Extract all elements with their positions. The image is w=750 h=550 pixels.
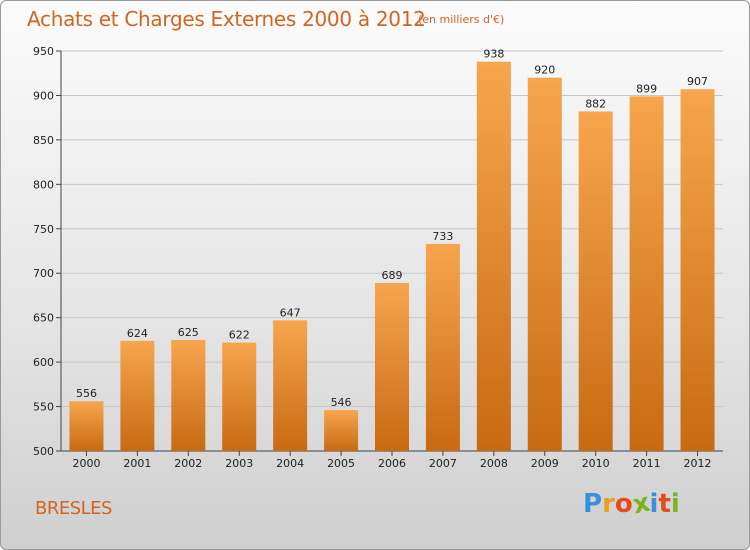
bar — [578, 111, 613, 451]
bar — [324, 410, 359, 451]
bar-value-label: 689 — [382, 269, 403, 282]
x-tick-label: 2002 — [174, 457, 202, 470]
bar-value-label: 899 — [636, 82, 657, 95]
logo-letter: t — [658, 489, 671, 519]
bar — [375, 283, 409, 451]
logo-letter: o — [614, 489, 633, 519]
y-tick-label: 550 — [33, 401, 54, 414]
y-tick-label: 650 — [33, 312, 54, 325]
x-tick-label: 2004 — [276, 457, 304, 470]
bar-value-label: 907 — [687, 75, 708, 88]
x-tick-label: 2001 — [123, 457, 151, 470]
logo-letter: P — [583, 489, 603, 519]
bar — [120, 340, 155, 451]
y-tick-label: 800 — [33, 178, 54, 191]
y-tick-label: 950 — [33, 45, 54, 58]
x-tick-label: 2005 — [327, 457, 355, 470]
logo-letter: i — [670, 489, 680, 519]
bar-value-label: 920 — [534, 64, 555, 77]
bar — [171, 339, 206, 451]
bar — [527, 77, 562, 452]
bar — [425, 243, 460, 451]
bar-value-label: 733 — [432, 230, 453, 243]
bar — [273, 320, 308, 451]
proxiti-logo: Proxiti — [583, 488, 680, 521]
chart-title: Achats et Charges Externes 2000 à 2012 — [27, 7, 426, 31]
chart-unit-note: (en milliers d'€) — [418, 13, 505, 26]
y-tick-label: 500 — [33, 445, 54, 458]
bar-value-label: 556 — [76, 387, 97, 400]
bar-value-label: 938 — [483, 48, 504, 61]
x-tick-label: 2000 — [72, 457, 100, 470]
y-tick-label: 700 — [33, 267, 54, 280]
y-tick-label: 900 — [33, 89, 54, 102]
x-tick-label: 2009 — [531, 457, 559, 470]
bar-value-label: 625 — [178, 326, 199, 339]
bar-value-label: 546 — [331, 396, 352, 409]
y-tick-label: 750 — [33, 223, 54, 236]
logo-letter: r — [602, 489, 615, 519]
logo-letter: i — [649, 489, 659, 519]
bar — [222, 342, 257, 451]
x-tick-label: 2008 — [480, 457, 508, 470]
bar — [629, 96, 664, 451]
bar-value-label: 882 — [585, 97, 606, 110]
bar — [680, 89, 715, 451]
y-tick-label: 850 — [33, 134, 54, 147]
bar — [69, 401, 104, 451]
place-name: BRESLES — [35, 498, 112, 519]
x-tick-label: 2006 — [378, 457, 406, 470]
x-tick-label: 2003 — [225, 457, 253, 470]
x-tick-label: 2010 — [582, 457, 610, 470]
bar-value-label: 624 — [127, 327, 148, 340]
x-tick-label: 2011 — [633, 457, 661, 470]
x-tick-label: 2012 — [684, 457, 712, 470]
y-tick-label: 600 — [33, 356, 54, 369]
bar — [476, 61, 511, 452]
x-tick-label: 2007 — [429, 457, 457, 470]
bar-value-label: 647 — [280, 306, 301, 319]
bar-value-label: 622 — [229, 329, 250, 342]
